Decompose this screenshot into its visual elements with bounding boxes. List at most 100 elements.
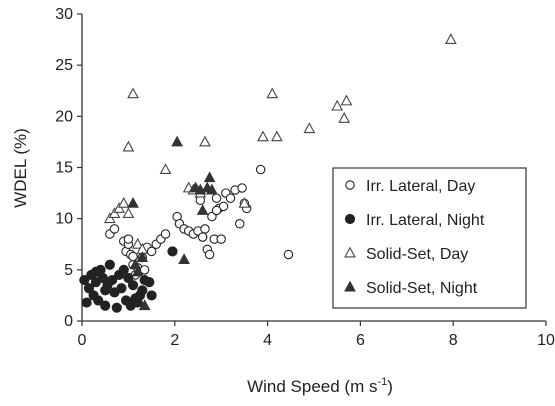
data-point — [127, 280, 139, 291]
legend-label: Irr. Lateral, Day — [366, 178, 475, 195]
x-tick-label: 4 — [263, 332, 272, 349]
data-point — [235, 219, 245, 229]
y-tick-label: 5 — [64, 262, 73, 279]
data-point — [97, 272, 108, 284]
legend-marker — [345, 180, 355, 190]
data-point — [79, 274, 90, 286]
data-point — [131, 265, 144, 277]
data-point — [207, 211, 217, 222]
data-point — [211, 205, 222, 216]
data-point — [255, 164, 266, 175]
data-point — [218, 201, 229, 212]
y-tick-label: 30 — [55, 6, 73, 23]
data-point — [100, 300, 111, 311]
x-axis-label-close: ) — [387, 377, 393, 396]
data-point — [127, 87, 139, 99]
data-point — [138, 299, 151, 311]
data-point — [118, 264, 129, 275]
data-point — [200, 224, 210, 234]
x-tick-label: 10 — [537, 332, 555, 349]
data-point — [340, 94, 353, 106]
data-point — [211, 193, 222, 203]
legend-item: Solid-Set, Night — [344, 280, 478, 297]
data-points — [79, 33, 457, 313]
y-tick-label: 0 — [64, 313, 73, 330]
data-point — [196, 204, 209, 215]
data-point — [283, 249, 294, 260]
data-point — [139, 265, 150, 275]
legend-label: Irr. Lateral, Night — [366, 212, 485, 229]
x-axis-label: Wind Speed (m s-1) — [247, 376, 393, 396]
data-point — [108, 207, 121, 218]
series-2 — [79, 246, 178, 313]
legend: Irr. Lateral, Day Irr. Lateral, Night Soli… — [332, 167, 527, 309]
y-axis-label: WDEL (%) — [11, 128, 30, 208]
series-4 — [127, 135, 218, 311]
data-point — [122, 140, 135, 152]
data-point — [123, 234, 134, 244]
data-point — [237, 183, 247, 193]
data-point — [257, 130, 269, 142]
data-point — [122, 207, 135, 218]
x-axis-label-exponent: -1 — [377, 376, 387, 388]
data-point — [225, 193, 236, 203]
data-point — [206, 183, 218, 195]
data-point — [266, 87, 279, 99]
axes: 0 5 10 15 20 25 30 0 2 4 6 8 10 — [55, 6, 555, 349]
y-tick-label: 10 — [55, 211, 73, 228]
data-point — [117, 196, 130, 208]
data-point — [146, 290, 157, 301]
data-point — [90, 266, 102, 277]
x-axis-label-text: Wind Speed (m s — [247, 377, 377, 396]
data-point — [303, 122, 316, 134]
legend-marker — [344, 213, 356, 225]
data-point — [93, 295, 104, 306]
legend-box — [332, 167, 527, 309]
legend-label: Solid-Set, Night — [366, 280, 478, 297]
data-point — [171, 135, 183, 147]
data-point — [136, 251, 149, 263]
data-point — [111, 302, 122, 313]
data-point — [178, 253, 190, 265]
data-point — [338, 112, 351, 123]
data-point — [104, 259, 115, 270]
data-point — [128, 251, 138, 262]
data-point — [238, 196, 251, 208]
data-point — [131, 237, 144, 249]
legend-item: Irr. Lateral, Day — [345, 178, 475, 195]
data-point — [144, 277, 155, 288]
x-tick-label: 8 — [449, 332, 458, 349]
data-point — [445, 33, 457, 45]
data-point — [127, 196, 139, 208]
legend-marker — [344, 246, 356, 258]
data-point — [331, 99, 344, 111]
x-tick-label: 0 — [78, 332, 87, 349]
data-point — [197, 232, 208, 242]
data-point — [113, 202, 125, 213]
data-point — [103, 212, 116, 224]
data-point — [116, 283, 127, 294]
data-point — [271, 130, 283, 142]
data-point — [199, 135, 211, 147]
data-point — [204, 249, 215, 260]
data-point — [100, 285, 111, 296]
legend-item: Solid-Set, Day — [344, 246, 468, 263]
y-tick-label: 20 — [55, 108, 73, 125]
data-point — [137, 285, 148, 296]
data-point — [216, 234, 226, 244]
legend-label: Solid-Set, Day — [366, 246, 468, 263]
data-point — [203, 171, 216, 183]
data-point — [123, 272, 134, 284]
data-point — [160, 229, 171, 239]
data-point — [159, 163, 172, 174]
x-tick-label: 6 — [356, 332, 365, 349]
data-point — [83, 283, 95, 294]
legend-marker — [344, 280, 356, 292]
data-point — [109, 224, 120, 234]
data-point — [167, 246, 178, 257]
data-point — [107, 274, 118, 286]
y-tick-label: 25 — [55, 57, 73, 74]
x-tick-label: 2 — [170, 332, 179, 349]
data-point — [81, 297, 92, 308]
